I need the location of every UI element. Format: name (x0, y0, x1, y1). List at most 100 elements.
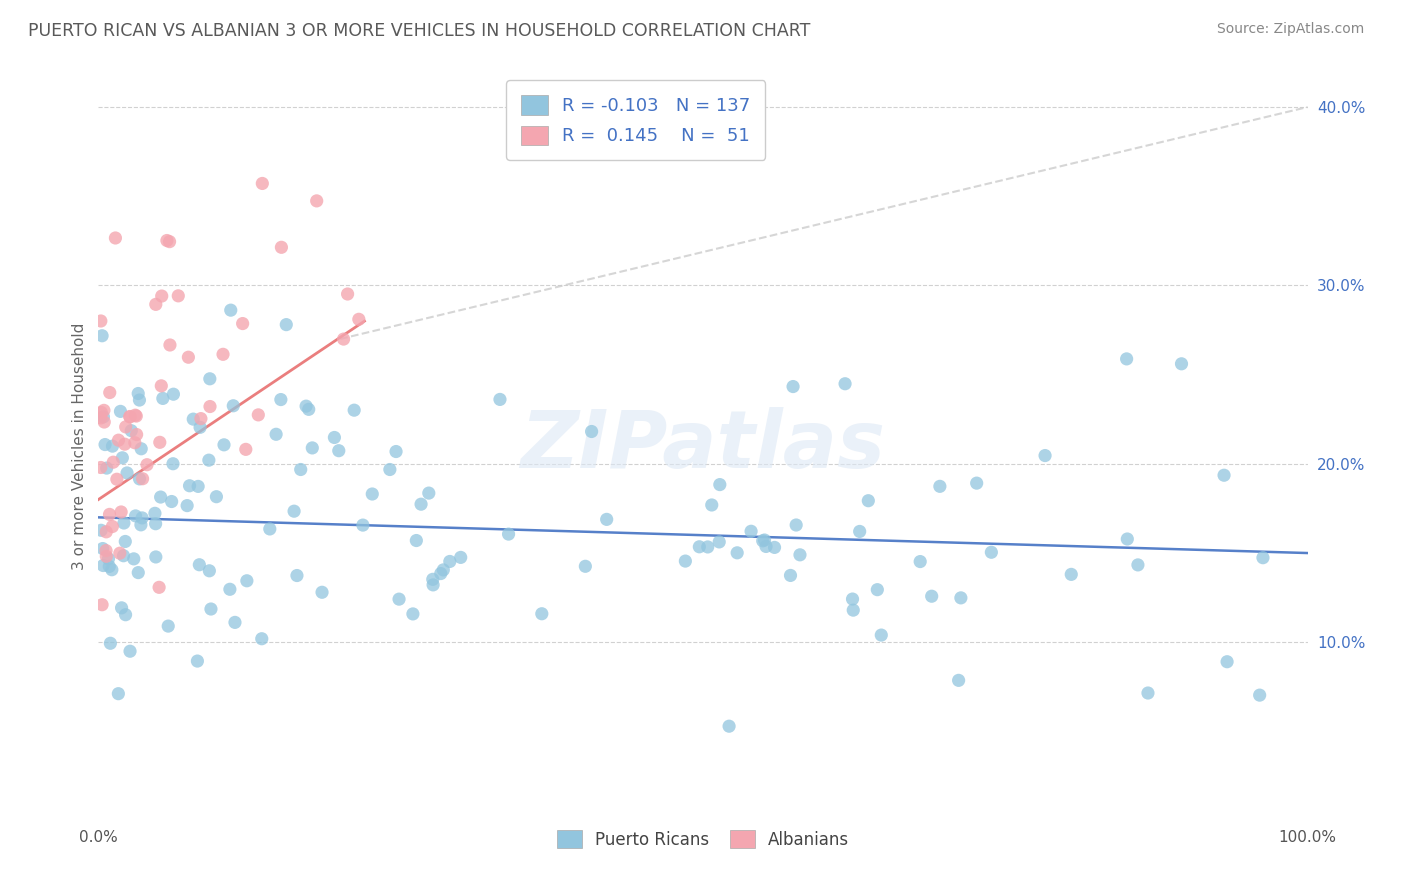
Point (709, 477, 731, 491)
Point (115, 466, 138, 480)
Point (198, 564, 221, 578)
Point (785, 518, 807, 533)
Point (162, 387, 184, 401)
Point (921, 589, 943, 603)
Point (96, 461, 118, 475)
Point (157, 619, 180, 633)
Point (530, 607, 553, 621)
Point (422, 572, 444, 586)
Point (188, 558, 211, 572)
Point (301, 441, 323, 455)
Point (148, 580, 170, 594)
Point (763, 541, 786, 555)
Point (385, 444, 408, 458)
Point (343, 403, 366, 417)
Point (176, 499, 198, 513)
Point (224, 615, 246, 630)
Point (159, 235, 181, 249)
Point (754, 533, 776, 547)
Point (118, 409, 141, 424)
Point (347, 312, 370, 326)
Point (212, 438, 235, 452)
Point (96, 549, 118, 564)
Point (219, 303, 242, 318)
Point (145, 297, 167, 311)
Point (388, 592, 411, 607)
Point (167, 289, 190, 303)
Point (108, 546, 131, 560)
Point (190, 411, 212, 425)
Point (908, 555, 931, 569)
Point (181, 412, 204, 426)
Point (152, 392, 174, 406)
Point (870, 628, 893, 642)
Point (402, 607, 425, 621)
Point (131, 472, 153, 486)
Point (574, 559, 596, 574)
Point (595, 512, 617, 526)
Point (305, 194, 328, 208)
Point (98, 385, 121, 400)
Point (235, 442, 257, 457)
Point (107, 687, 129, 701)
Point (114, 420, 136, 434)
Point (90, 523, 112, 537)
Point (276, 318, 298, 332)
Point (114, 437, 136, 451)
Point (101, 563, 124, 577)
Point (782, 379, 804, 393)
Point (409, 497, 432, 511)
Y-axis label: 3 or more Vehicles in Household: 3 or more Vehicles in Household (72, 322, 87, 570)
Point (103, 455, 125, 469)
Point (740, 524, 762, 539)
Point (709, 535, 731, 549)
Point (418, 486, 440, 500)
Point (718, 719, 741, 733)
Point (285, 568, 308, 582)
Point (131, 511, 153, 525)
Point (498, 527, 520, 541)
Point (450, 550, 472, 565)
Point (105, 472, 128, 486)
Point (149, 435, 172, 450)
Point (143, 506, 166, 520)
Point (489, 392, 512, 407)
Point (1126, 558, 1149, 572)
Point (422, 578, 444, 592)
Point (96, 524, 118, 539)
Point (352, 518, 374, 533)
Point (1213, 468, 1236, 483)
Point (156, 234, 179, 248)
Point (129, 517, 152, 532)
Point (91, 598, 114, 612)
Text: PUERTO RICAN VS ALBANIAN 3 OR MORE VEHICLES IN HOUSEHOLD CORRELATION CHART: PUERTO RICAN VS ALBANIAN 3 OR MORE VEHIC… (28, 22, 810, 40)
Point (188, 420, 211, 434)
Point (928, 479, 950, 493)
Point (259, 522, 281, 536)
Point (90, 410, 112, 425)
Point (1115, 351, 1137, 366)
Point (114, 534, 136, 549)
Point (866, 582, 889, 597)
Point (841, 592, 863, 607)
Point (725, 546, 748, 560)
Point (200, 602, 222, 616)
Point (149, 490, 172, 504)
Point (90, 460, 112, 475)
Point (1033, 449, 1056, 463)
Point (177, 350, 200, 364)
Point (90, 405, 112, 419)
Point (688, 540, 710, 554)
Point (205, 490, 228, 504)
Point (751, 533, 773, 548)
Point (124, 508, 146, 523)
Point (129, 442, 152, 456)
Point (97, 551, 120, 566)
Point (429, 566, 451, 581)
Point (101, 519, 124, 533)
Point (948, 673, 970, 688)
Point (160, 494, 183, 508)
Point (323, 430, 346, 444)
Point (145, 549, 167, 564)
Point (114, 607, 136, 622)
